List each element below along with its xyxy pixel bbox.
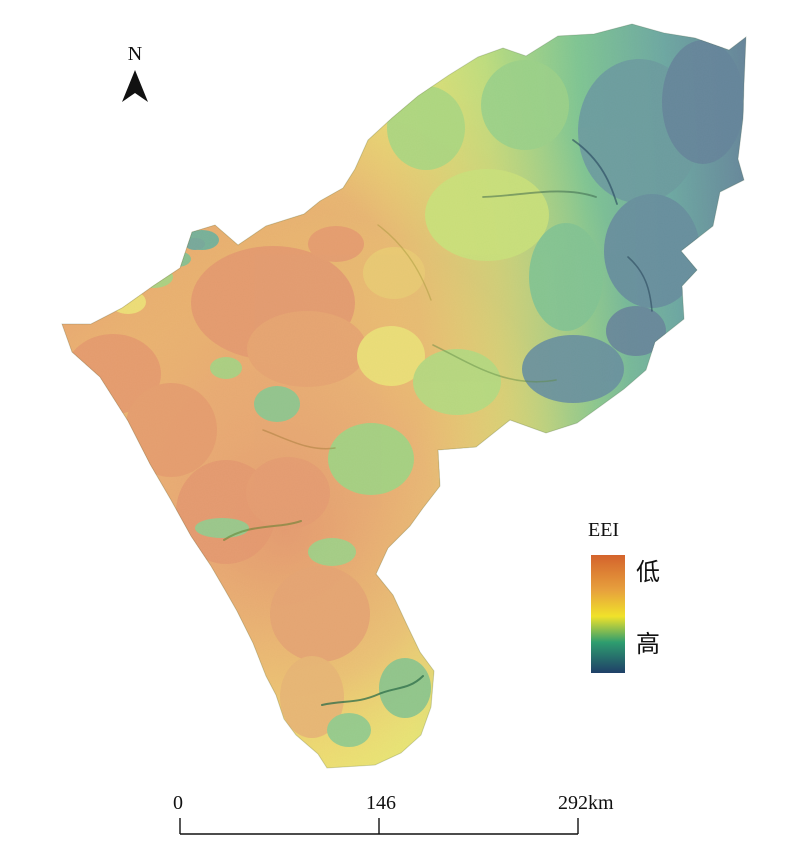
legend-low-label: 低 <box>636 558 660 586</box>
scale-bar-lines <box>179 818 579 835</box>
north-arrow: N <box>112 44 158 106</box>
legend: EEI 低 高 <box>588 518 708 673</box>
north-arrow-icon <box>122 70 148 102</box>
legend-title: EEI <box>588 519 620 541</box>
scale-label-146: 146 <box>366 792 396 814</box>
scale-label-292: 292km <box>558 792 614 814</box>
terrain-lines <box>223 139 653 706</box>
scale-label-0: 0 <box>173 792 183 814</box>
legend-high-label: 高 <box>636 630 660 658</box>
north-label: N <box>127 43 143 65</box>
study-area-outline <box>61 23 747 769</box>
scale-bar: 0 146 292km <box>160 792 640 848</box>
legend-color-ramp <box>591 555 625 673</box>
